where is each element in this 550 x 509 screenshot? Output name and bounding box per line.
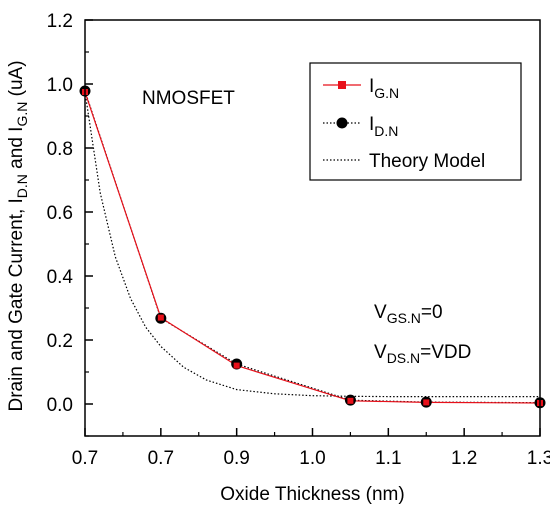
y-tick-label: 1.2 bbox=[47, 11, 73, 32]
x-tick-label: 1.2 bbox=[451, 448, 477, 469]
legend-swatch-circle bbox=[336, 117, 348, 129]
y-axis-title: Drain and Gate Current, ID.N and IG.N (u… bbox=[6, 60, 30, 411]
annotation-device: NMOSFET bbox=[142, 88, 235, 109]
y-tick-labels: 0.0 0.2 0.4 0.6 0.8 1.0 1.2 bbox=[47, 11, 74, 416]
x-tick-label: 1.0 bbox=[299, 448, 325, 469]
legend-swatch-square bbox=[338, 81, 346, 89]
point-ign bbox=[157, 314, 164, 321]
y-axis-title-sub-gn: G.N bbox=[14, 102, 30, 127]
annotation-vds: VDS.N=VDD bbox=[374, 342, 471, 366]
x-tick-label: 0.7 bbox=[72, 448, 98, 469]
x-tick-labels: 0.7 0.7 0.9 1.0 1.1 1.2 1.3 bbox=[72, 448, 550, 469]
y-tick-label: 0.4 bbox=[47, 267, 74, 288]
y-tick-label: 0.2 bbox=[47, 331, 73, 352]
legend-label: ID.N bbox=[369, 114, 398, 139]
y-tick-label: 0.0 bbox=[47, 395, 73, 416]
x-tick-label: 1.3 bbox=[527, 448, 550, 469]
series-line-ign bbox=[84, 91, 541, 404]
x-tick-label: 1.1 bbox=[375, 448, 401, 469]
y-axis-title-prefix: Drain and Gate Current, I bbox=[6, 198, 27, 411]
point-ign bbox=[233, 362, 240, 369]
legend: IG.N ID.N Theory Model bbox=[309, 62, 522, 181]
x-axis-title: Oxide Thickness (nm) bbox=[220, 484, 404, 505]
x-tick-label: 0.9 bbox=[223, 448, 249, 469]
y-axis-title-suffix: (uA) bbox=[6, 60, 27, 101]
plot-area-frame bbox=[84, 19, 541, 437]
legend-label: Theory Model bbox=[369, 151, 485, 172]
series-line-theory-model bbox=[84, 91, 540, 398]
x-tick-label: 0.7 bbox=[148, 448, 174, 469]
y-axis-title-middle: and I bbox=[6, 127, 27, 175]
y-tick-label: 0.8 bbox=[47, 139, 73, 160]
annotation-vgs: VGS.N=0 bbox=[374, 302, 443, 326]
y-tick-label: 1.0 bbox=[47, 75, 73, 96]
point-ign bbox=[347, 397, 354, 404]
legend-label: IG.N bbox=[369, 76, 399, 101]
y-axis-title-sub-dn: D.N bbox=[14, 174, 30, 198]
y-tick-label: 0.6 bbox=[47, 203, 73, 224]
point-ign bbox=[423, 399, 430, 406]
